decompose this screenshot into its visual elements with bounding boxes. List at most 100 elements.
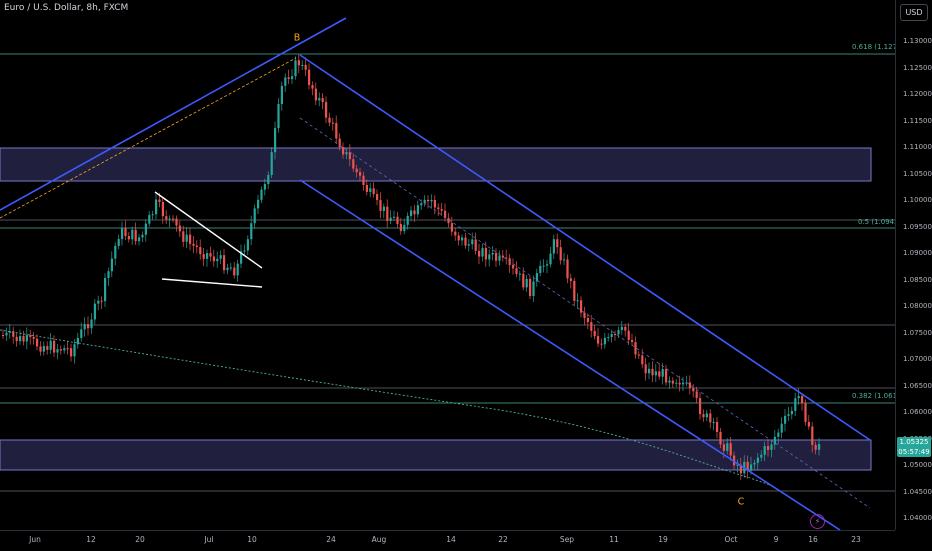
time-tick: Aug [371,535,387,544]
candle-body [192,243,195,246]
candle-body [535,273,538,282]
chart-area[interactable]: Euro / U.S. Dollar, 8h, FXCM 0.618 (1.12… [0,0,909,530]
candle-body [794,398,797,411]
candle-body [107,271,110,278]
candle-body [675,382,678,384]
candle-body [19,336,22,342]
candle-body [345,152,348,155]
price-tick: 1.08500 [903,275,932,284]
candle-body [532,281,535,296]
candle-body [651,368,654,376]
time-tick: 24 [326,535,336,544]
candle-body [760,454,763,458]
candle-body [314,88,317,101]
candle-body [56,349,59,353]
candle-body [406,215,409,225]
candle-body [212,256,215,262]
candle-body [726,443,729,451]
candle-body [478,250,481,257]
time-tick: 16 [808,535,818,544]
bar-countdown: 05:57:49 [898,448,930,456]
price-tick: 1.09500 [903,222,932,231]
candle-body [236,263,239,276]
candle-body [355,168,358,173]
candle-body [182,231,185,242]
candle-body [549,253,552,265]
triangle-upper-line[interactable] [154,191,263,269]
price-tick: 1.07000 [903,355,932,363]
candle-body [457,235,460,241]
candle-body [189,234,192,244]
candle-body [73,344,76,357]
time-axis[interactable]: Jun 12 20 Jul 10 24 Aug 14 22 Sep 11 19 Oct 9 16 23 [0,530,895,551]
price-tick: 1.12500 [903,63,932,72]
candle-body [46,346,49,350]
price-tick: 1.05000 [903,461,932,469]
candle-body [104,277,107,302]
candle-body [25,335,28,342]
channel-upper-line[interactable] [299,54,871,441]
price-tick: 1.06500 [903,381,932,390]
candle-body [590,322,593,331]
fib-label-382: 0.382 (1.06106) [852,392,909,400]
candle-body [790,410,793,415]
candle-body [736,464,739,466]
candle-body [801,396,804,404]
candle-body [253,208,256,224]
candle-body [546,264,549,266]
candle-body [702,414,705,418]
candle-body [461,237,464,241]
candle-body [39,346,42,352]
candle-body [155,199,158,215]
candle-body [413,210,416,215]
candle-body [556,239,559,248]
chart-canvas[interactable] [0,0,895,530]
candle-body [206,253,209,259]
candle-body [573,280,576,301]
candle-body [491,252,494,255]
candle-body [569,278,572,281]
candle-body [566,259,569,279]
lower-zone[interactable] [0,439,872,471]
candle-body [229,267,232,269]
time-tick: 10 [247,535,257,544]
candle-body [603,337,606,345]
candle-body [620,326,623,331]
candle-body [552,239,555,254]
candle-body [178,225,181,232]
triangle-lower-line[interactable] [161,278,263,288]
candle-body [467,244,470,246]
candle-body [331,122,334,124]
candle-body [127,235,130,240]
candle-body [304,64,307,70]
candle-body [709,413,712,423]
candle-body [134,229,137,242]
candle-body [321,98,324,103]
candle-body [631,339,634,343]
candle-body [488,254,491,260]
candle-body [195,245,198,248]
currency-button[interactable]: USD [900,4,928,21]
candle-body [722,444,725,451]
candle-body [297,60,300,66]
candlestick-series [2,54,821,480]
candle-body [773,436,776,445]
candle-body [658,371,661,377]
candle-body [376,194,379,201]
candle-body [444,210,447,219]
current-price-badge: 1.05325 05:57:49 [897,437,931,457]
candle-body [158,199,161,203]
upper-zone[interactable] [0,147,872,182]
candle-body [280,85,283,105]
rising-trendline[interactable] [0,17,347,211]
candle-body [576,300,579,302]
flash-icon[interactable]: ⚡ [810,514,825,529]
candle-body [811,426,814,445]
candle-body [338,138,341,148]
time-tick: Oct [724,535,738,544]
channel-lower-line[interactable] [299,179,841,530]
price-tick: 1.04500 [903,487,932,496]
candle-body [185,234,188,242]
candle-body [226,267,229,271]
candle-body [818,444,821,450]
